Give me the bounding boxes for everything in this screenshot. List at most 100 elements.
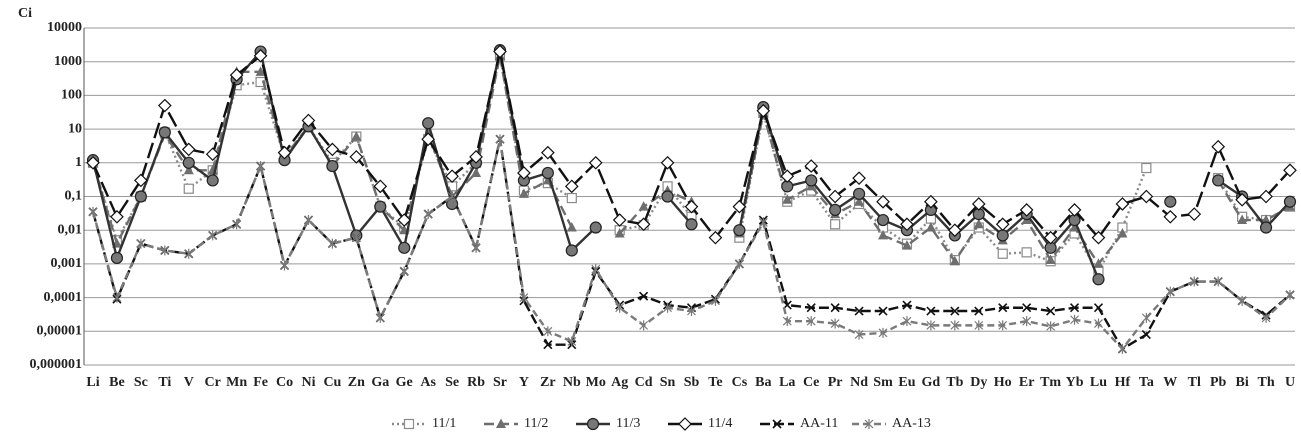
marker	[996, 229, 1009, 242]
marker	[1237, 295, 1247, 306]
marker	[543, 340, 553, 350]
marker	[614, 227, 625, 238]
y-tick-label: 0,00001	[37, 324, 83, 339]
marker	[663, 302, 672, 313]
series-line	[91, 138, 1291, 351]
x-tick-label: Sm	[873, 375, 893, 390]
marker	[925, 222, 936, 232]
marker	[403, 418, 415, 430]
marker	[971, 197, 986, 211]
x-tick-label: Er	[1019, 375, 1035, 390]
marker	[974, 306, 984, 316]
x-tick-label: Cd	[635, 375, 653, 390]
marker	[949, 255, 960, 266]
marker	[1283, 163, 1297, 178]
x-tick-label: Zn	[348, 375, 365, 390]
marker	[1046, 306, 1056, 316]
marker	[1237, 214, 1248, 225]
marker	[493, 44, 507, 59]
marker	[687, 306, 696, 317]
marker	[398, 241, 411, 254]
marker	[327, 238, 337, 249]
marker	[780, 169, 795, 184]
marker	[782, 194, 793, 204]
marker	[445, 169, 459, 184]
marker	[566, 192, 577, 204]
marker	[1021, 247, 1032, 258]
marker	[134, 190, 147, 203]
x-tick-label: Mn	[226, 375, 247, 390]
x-tick-label: Ag	[611, 375, 628, 390]
y-tick-label: 0,1	[65, 189, 83, 204]
marker	[854, 329, 864, 340]
x-tick-label: Yb	[1066, 375, 1084, 390]
marker	[756, 103, 771, 118]
marker	[519, 292, 529, 303]
marker	[397, 213, 412, 227]
marker	[1139, 189, 1154, 204]
series-line	[91, 55, 1291, 266]
legend-label: 11/3	[616, 416, 640, 431]
marker	[950, 306, 960, 316]
x-tick-label: Sb	[684, 375, 700, 390]
marker	[565, 244, 578, 257]
marker	[471, 167, 482, 177]
marker	[1261, 214, 1272, 225]
marker	[181, 142, 196, 157]
marker	[974, 320, 984, 331]
marker	[88, 206, 98, 217]
marker	[351, 232, 361, 243]
marker	[469, 150, 483, 164]
marker	[1163, 209, 1178, 224]
x-tick-label: Ta	[1139, 375, 1154, 390]
marker	[878, 306, 888, 316]
x-tick-label: Fe	[253, 375, 268, 390]
marker	[1022, 303, 1032, 313]
marker	[301, 113, 316, 128]
marker	[495, 134, 505, 145]
marker	[588, 155, 603, 170]
marker	[1069, 303, 1080, 313]
marker	[1067, 203, 1082, 217]
marker	[304, 215, 313, 226]
marker	[567, 336, 577, 347]
y-tick-label: 0,000001	[30, 357, 83, 372]
marker	[1092, 273, 1105, 286]
marker	[229, 68, 244, 82]
x-tick-label: Ho	[994, 375, 1012, 390]
marker	[733, 224, 746, 237]
marker	[183, 164, 194, 175]
y-tick-label: 100	[61, 88, 82, 103]
marker	[615, 302, 625, 313]
marker	[973, 218, 984, 229]
x-tick-label: La	[779, 375, 795, 390]
series-line	[91, 138, 1291, 351]
marker	[901, 240, 912, 250]
x-tick-label: Sn	[660, 375, 676, 390]
marker	[782, 316, 792, 327]
marker	[496, 418, 506, 428]
marker	[638, 201, 649, 211]
x-tick-label: Be	[109, 375, 125, 390]
marker	[158, 126, 171, 139]
marker	[253, 48, 268, 63]
x-tick-label: Tb	[946, 375, 963, 390]
x-tick-label: Ge	[396, 375, 413, 390]
marker	[876, 194, 890, 209]
marker	[1043, 230, 1058, 245]
x-tick-label: Tm	[1040, 375, 1061, 390]
marker	[998, 303, 1008, 313]
marker	[950, 320, 960, 331]
marker	[1093, 258, 1104, 268]
marker	[86, 155, 100, 170]
marker	[829, 203, 842, 217]
marker	[806, 316, 816, 327]
marker	[351, 131, 362, 141]
x-tick-label: Te	[708, 375, 722, 390]
marker	[878, 229, 889, 240]
marker	[900, 217, 914, 232]
marker	[612, 213, 627, 227]
marker	[995, 217, 1010, 232]
marker	[157, 98, 172, 113]
marker	[1022, 316, 1032, 327]
